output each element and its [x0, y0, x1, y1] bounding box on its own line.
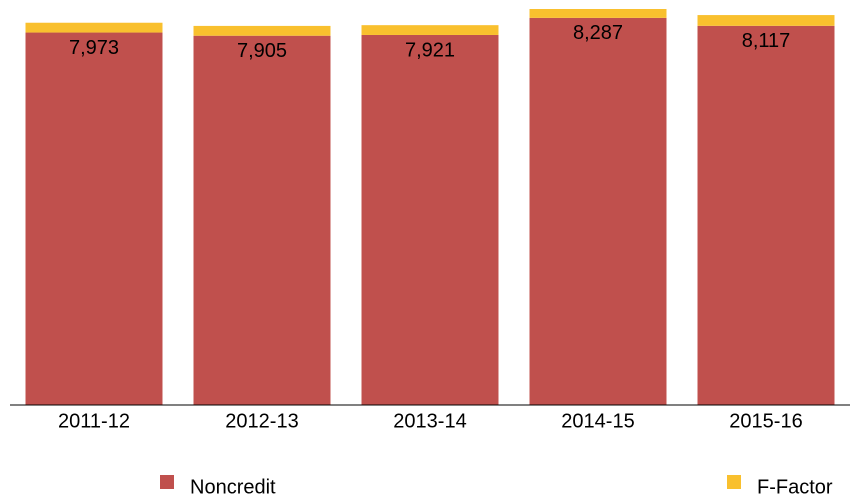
bar-segment: [361, 25, 499, 35]
bar-segment: [529, 17, 667, 405]
x-tick-label: 2015-16: [729, 410, 802, 432]
legend-swatch: [727, 475, 741, 489]
legend-label: F-Factor: [757, 476, 833, 498]
bar-segment: [697, 15, 835, 26]
x-tick-label: 2011-12: [58, 410, 130, 432]
x-tick-label: 2013-14: [393, 410, 466, 432]
data-label: 7,973: [69, 37, 119, 59]
bar-segment: [697, 25, 835, 406]
data-label: 7,905: [237, 40, 287, 62]
legend-label: Noncredit: [190, 476, 276, 498]
x-tick-label: 2014-15: [561, 410, 634, 432]
bar-segment: [25, 32, 163, 405]
bar-segment: [193, 25, 331, 36]
bar-segment: [193, 35, 331, 406]
bar-segment: [529, 9, 667, 18]
x-tick-label: 2012-13: [225, 410, 298, 432]
data-label: 8,287: [573, 22, 623, 44]
data-label: 7,921: [405, 39, 455, 61]
bar-segment: [361, 34, 499, 406]
bar-segment: [25, 22, 163, 33]
legend-swatch: [160, 475, 174, 489]
data-label: 8,117: [742, 30, 791, 52]
